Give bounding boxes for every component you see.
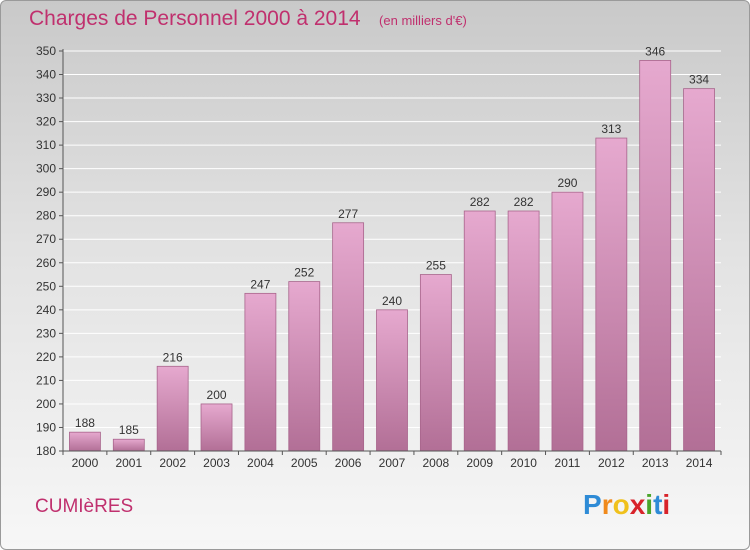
y-tick-label: 250 (36, 279, 56, 293)
y-tick-label: 210 (36, 373, 56, 387)
data-labels: 188 185 216 200 247 252 277 240 255 282 282 290 313 3… (75, 44, 709, 437)
bar-2010 (507, 210, 540, 452)
data-label-2003: 200 (207, 388, 227, 402)
title-row: Charges de Personnel 2000 à 2014 (en mil… (29, 7, 467, 31)
logo-letter: x (629, 489, 646, 520)
x-tick-label-2014: 2014 (686, 456, 713, 470)
proxiti-logo: Proxiti (583, 489, 670, 521)
y-tick-label: 200 (36, 397, 56, 411)
bar-2012 (595, 137, 628, 452)
bar-2006 (332, 222, 365, 452)
y-tick-label: 280 (36, 209, 56, 223)
bar-2001 (112, 438, 145, 452)
data-label-2009: 282 (470, 195, 490, 209)
data-label-2010: 282 (514, 195, 534, 209)
x-axis-ticks: 2000 2001 2002 2003 2004 2005 2006 2007 2008 2009… (62, 451, 722, 470)
x-tick-label-2007: 2007 (379, 456, 406, 470)
y-tick-label: 220 (36, 350, 56, 364)
data-label-2004: 247 (250, 277, 270, 291)
data-label-2014: 334 (689, 73, 709, 87)
x-tick-label-2004: 2004 (247, 456, 274, 470)
bar-2009 (463, 210, 496, 452)
logo-letter: t (653, 489, 663, 520)
y-axis-ticks: 180 190 200 210 220 230 240 250 260 270 280 290 300 3… (36, 44, 63, 458)
data-label-2005: 252 (294, 266, 314, 280)
y-tick-label: 290 (36, 185, 56, 199)
data-label-2000: 188 (75, 416, 95, 430)
bar-2008 (419, 274, 452, 452)
chart-title: Charges de Personnel 2000 à 2014 (29, 7, 361, 30)
y-tick-label: 330 (36, 91, 56, 105)
data-label-2001: 185 (119, 423, 139, 437)
bar-2000 (69, 431, 101, 452)
bar-2007 (376, 309, 408, 452)
logo-letter: i (662, 489, 671, 520)
data-label-2007: 240 (382, 294, 402, 308)
y-tick-label: 230 (36, 326, 56, 340)
x-tick-label-2006: 2006 (335, 456, 362, 470)
x-tick-label-2003: 2003 (203, 456, 230, 470)
bar-2011 (551, 191, 584, 452)
data-label-2013: 346 (645, 44, 665, 58)
x-tick-label-2000: 2000 (72, 456, 99, 470)
x-tick-label-2008: 2008 (423, 456, 450, 470)
x-tick-label-2010: 2010 (510, 456, 537, 470)
y-tick-label: 180 (36, 444, 56, 458)
bar-2005 (288, 281, 321, 452)
commune-name: CUMIèRES (35, 496, 134, 517)
y-tick-label: 260 (36, 256, 56, 270)
axes (62, 49, 721, 452)
y-tick-label: 310 (36, 138, 56, 152)
y-tick-label: 270 (36, 232, 56, 246)
logo-letter: P (583, 489, 602, 520)
data-label-2008: 255 (426, 259, 446, 273)
data-label-2011: 290 (557, 176, 577, 190)
bar-2004 (244, 292, 277, 452)
x-tick-label-2005: 2005 (291, 456, 318, 470)
chart-unit: (en milliers d'€) (379, 13, 467, 28)
logo-letter: i (645, 489, 654, 520)
data-label-2012: 313 (601, 122, 621, 136)
x-tick-label-2012: 2012 (598, 456, 625, 470)
x-tick-label-2001: 2001 (115, 456, 142, 470)
y-tick-label: 300 (36, 162, 56, 176)
x-tick-label-2009: 2009 (466, 456, 493, 470)
logo-letter: o (612, 489, 630, 520)
y-tick-label: 340 (36, 68, 56, 82)
bar-2013 (639, 60, 672, 452)
x-tick-label-2013: 2013 (642, 456, 669, 470)
y-tick-label: 190 (36, 420, 56, 434)
data-label-2002: 216 (163, 350, 183, 364)
x-tick-label-2011: 2011 (555, 456, 581, 470)
bar-2014 (683, 88, 715, 452)
y-tick-label: 320 (36, 115, 56, 129)
bar-2002 (156, 365, 189, 452)
y-tick-label: 240 (36, 303, 56, 317)
bar-2003 (200, 403, 233, 452)
logo-letter: r (601, 489, 613, 520)
data-label-2006: 277 (338, 207, 358, 221)
x-tick-label-2002: 2002 (159, 456, 186, 470)
bars (69, 60, 715, 452)
y-tick-label: 350 (36, 44, 56, 58)
